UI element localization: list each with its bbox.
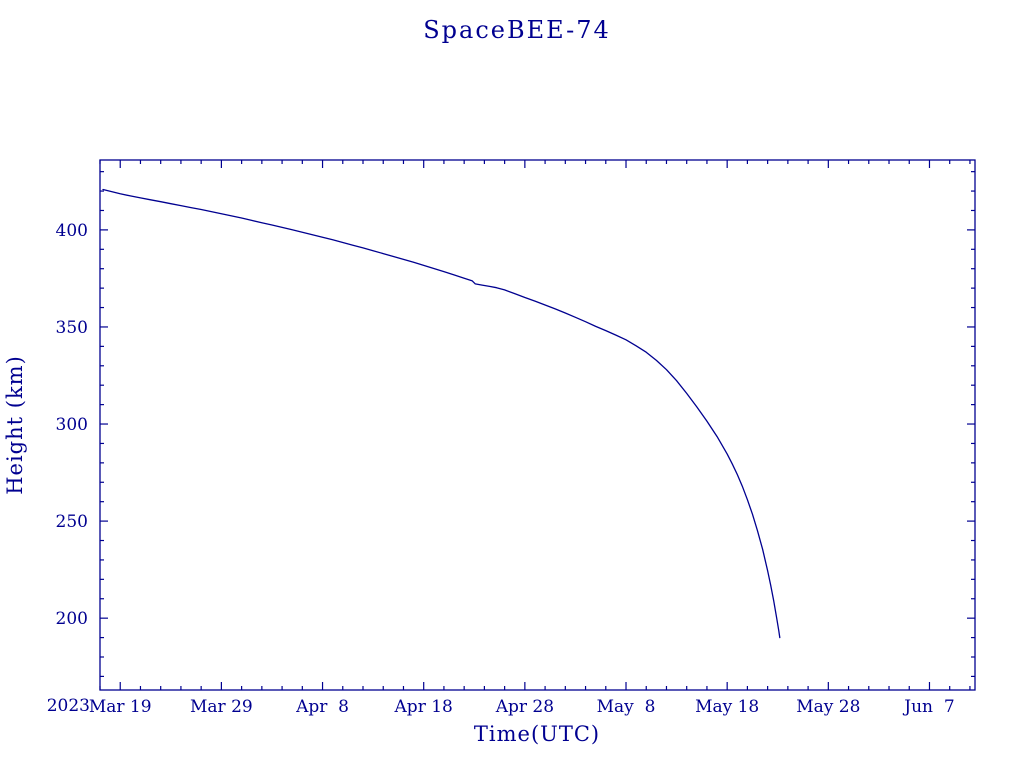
x-tick-label: Apr 28 <box>495 697 554 717</box>
plot-axes: Mar 19 Mar 29 Apr 8 Apr 18 Apr 28 May 8 May 18… <box>56 159 976 717</box>
y-tick-label: 250 <box>56 512 88 532</box>
y-tick-label: 200 <box>56 609 88 629</box>
x-tick-label: Apr 18 <box>394 697 453 717</box>
x-tick-label: May 18 <box>695 697 759 717</box>
y-tick-label: 350 <box>56 318 88 338</box>
x-axis-label: Time(UTC) <box>474 722 600 746</box>
x-tick-label: May 8 <box>597 697 656 717</box>
y-tick-label: 400 <box>56 221 88 241</box>
series-line <box>102 188 781 639</box>
x-tick-label: May 28 <box>796 697 860 717</box>
x-tick-label: Apr 8 <box>295 697 349 717</box>
plot-border <box>99 159 976 691</box>
x-tick-label: Mar 19 <box>89 697 152 717</box>
x-tick-label: Jun 7 <box>902 697 954 717</box>
series-group <box>102 188 781 639</box>
x-axis-year-label: 2023 <box>47 696 90 716</box>
x-tick-label: Mar 29 <box>190 697 253 717</box>
y-tick-label: 300 <box>56 415 88 435</box>
chart-title: SpaceBEE-74 <box>423 16 611 44</box>
y-axis-label: Height (km) <box>3 355 27 495</box>
